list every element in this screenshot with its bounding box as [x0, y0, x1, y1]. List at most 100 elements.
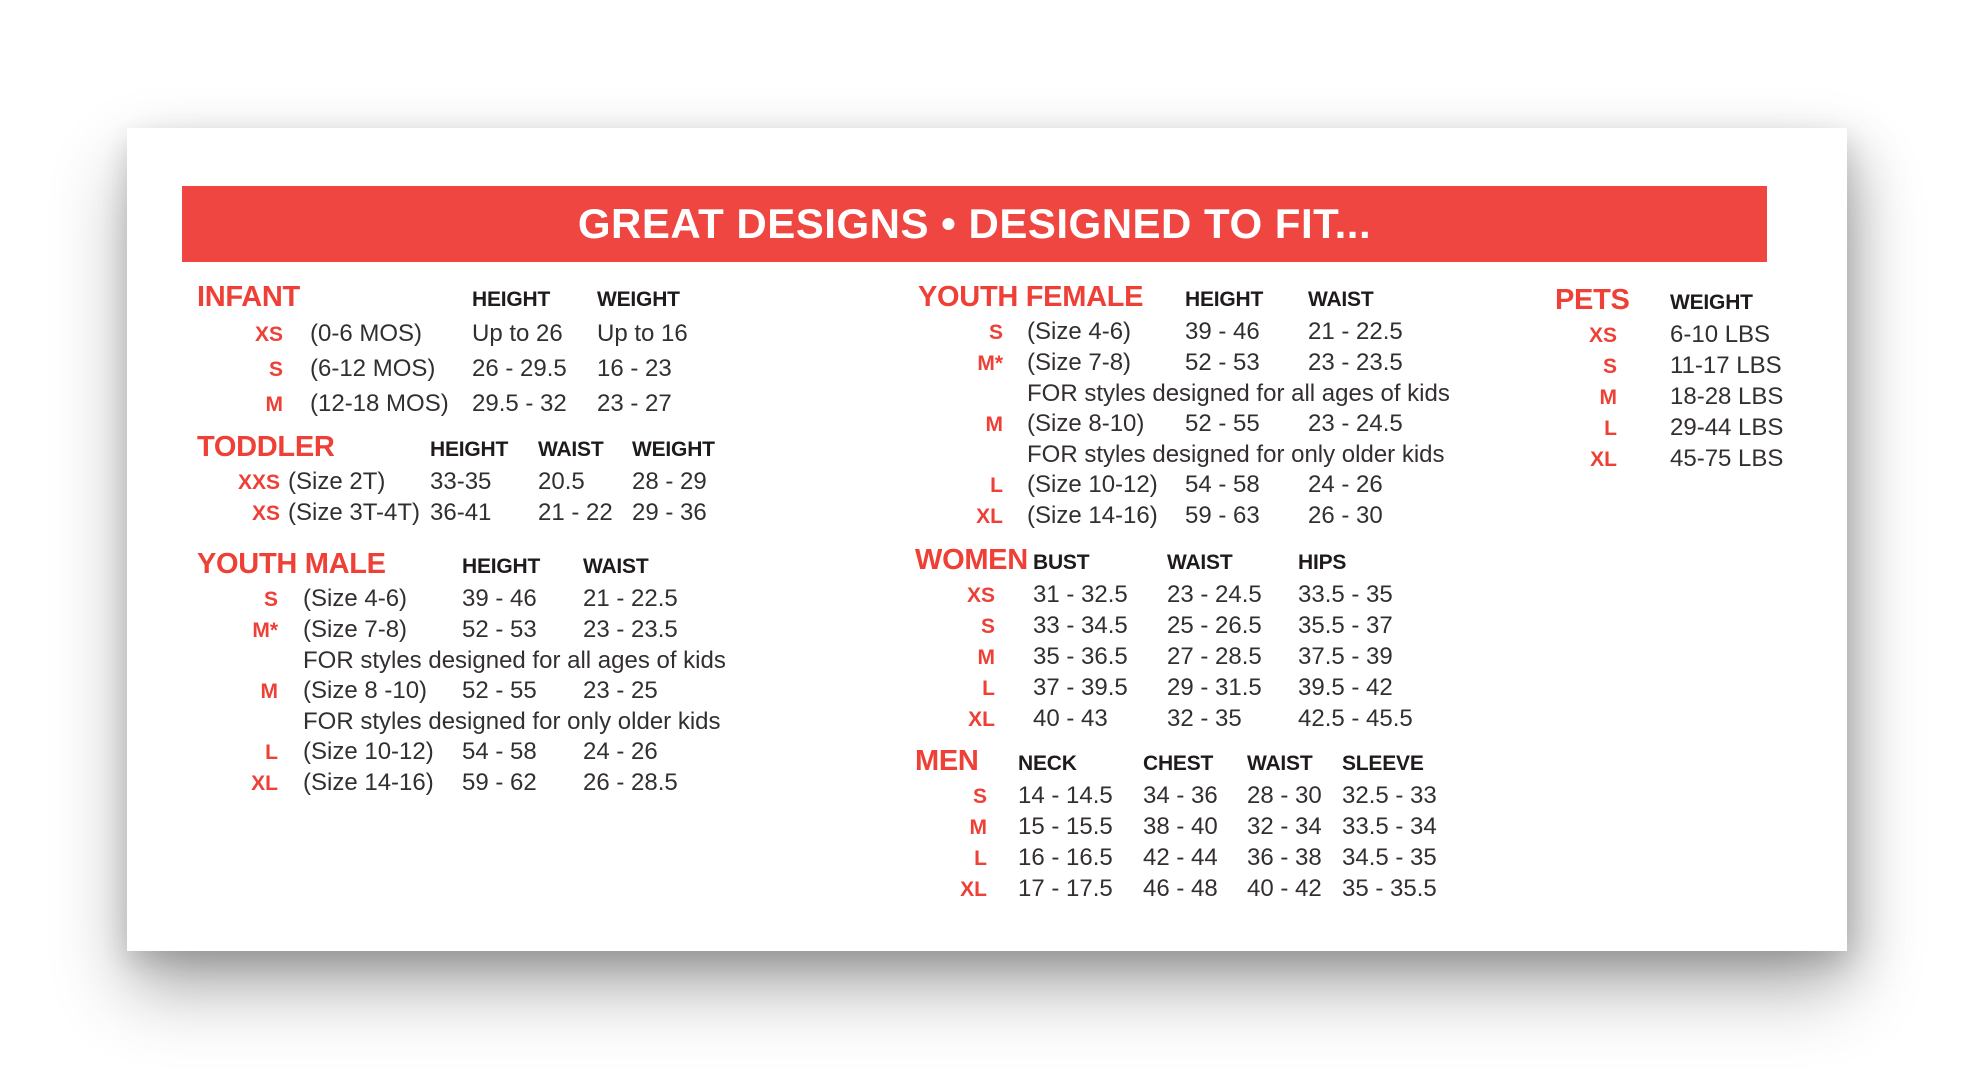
column-header: WAIST	[583, 555, 649, 578]
table-row: FOR styles designed for only older kids	[918, 440, 1445, 470]
size-value: 54 - 58	[462, 738, 537, 765]
size-label: S	[988, 321, 1003, 344]
table-row: FOR styles designed for all ages of kids	[197, 646, 726, 676]
banner-title: GREAT DESIGNS • DESIGNED TO FIT...	[577, 200, 1372, 247]
section-header-row: PETS WEIGHT	[1555, 283, 1805, 320]
size-value: 15 - 15.5	[1018, 813, 1113, 840]
size-value: 36-41	[430, 499, 492, 526]
size-label: L	[990, 474, 1003, 497]
table-row: FOR styles designed for all ages of kids	[918, 379, 1450, 409]
column-header: HEIGHT	[430, 438, 509, 461]
size-value: 35.5 - 37	[1298, 612, 1393, 639]
size-value: 20.5	[538, 468, 585, 495]
size-value: 16 - 23	[597, 355, 672, 382]
section-youth-male: YOUTH MALE HEIGHT WAIST S (Size 4-6) 39 - 46 2…	[197, 547, 726, 799]
note-text: FOR styles designed for only older kids	[303, 708, 721, 735]
size-desc: (Size 14-16)	[1027, 502, 1158, 529]
size-value: 17 - 17.5	[1018, 875, 1113, 902]
table-row: XXS (Size 2T) 33-35 20.5 28 - 29	[197, 467, 742, 498]
title-banner: GREAT DESIGNS • DESIGNED TO FIT...	[182, 186, 1767, 262]
table-row: S 14 - 14.5 34 - 36 28 - 30 32.5 - 33	[915, 781, 1475, 812]
size-chart-card: GREAT DESIGNS • DESIGNED TO FIT... INFAN…	[127, 128, 1847, 951]
size-value: 40 - 43	[1033, 705, 1108, 732]
size-desc: (Size 7-8)	[303, 616, 408, 643]
table-row: M (Size 8-10) 52 - 55 23 - 24.5	[918, 409, 1428, 440]
size-value: 14 - 14.5	[1018, 782, 1113, 809]
size-value: 46 - 48	[1143, 875, 1218, 902]
column-header: WEIGHT	[597, 288, 680, 311]
size-value: 39 - 46	[1185, 318, 1260, 345]
size-value: 32 - 34	[1247, 813, 1322, 840]
column-header: BUST	[1033, 551, 1090, 574]
size-value: 33-35	[430, 468, 492, 495]
section-title: MEN	[915, 745, 979, 777]
section-infant: INFANT HEIGHT WEIGHT XS (0-6 MOS) Up to 26 Up …	[197, 280, 717, 422]
size-value: 29-44 LBS	[1670, 414, 1784, 441]
size-value: 31 - 32.5	[1033, 581, 1128, 608]
size-value: 52 - 53	[1185, 349, 1260, 376]
size-value: 39 - 46	[462, 585, 537, 612]
size-label: S	[268, 358, 283, 381]
size-value: 24 - 26	[583, 738, 658, 765]
column-header: WEIGHT	[1670, 291, 1753, 314]
table-row: L 16 - 16.5 42 - 44 36 - 38 34.5 - 35	[915, 843, 1475, 874]
size-label: XS	[251, 502, 280, 525]
size-value: 28 - 30	[1247, 782, 1322, 809]
size-label: L	[982, 677, 995, 700]
size-label: XL	[976, 505, 1003, 528]
size-label: M*	[977, 352, 1003, 375]
size-desc: (6-12 MOS)	[310, 355, 436, 382]
size-value: 59 - 63	[1185, 502, 1260, 529]
column-header: CHEST	[1143, 752, 1214, 775]
size-value: 29.5 - 32	[472, 390, 567, 417]
size-value: 18-28 LBS	[1670, 383, 1784, 410]
section-header-row: INFANT HEIGHT WEIGHT	[197, 280, 717, 317]
size-value: 26 - 30	[1308, 502, 1383, 529]
table-row: XL (Size 14-16) 59 - 62 26 - 28.5	[197, 768, 707, 799]
size-value: 52 - 55	[462, 677, 537, 704]
size-label: XS	[254, 323, 283, 346]
table-row: FOR styles designed for only older kids	[197, 707, 721, 737]
size-value: Up to 26	[472, 320, 563, 347]
size-value: 52 - 53	[462, 616, 537, 643]
size-value: 34.5 - 35	[1342, 844, 1437, 871]
size-label: M	[265, 393, 284, 416]
size-label: XL	[1590, 448, 1617, 471]
table-row: M (12-18 MOS) 29.5 - 32 23 - 27	[197, 387, 717, 422]
column-header: WAIST	[538, 438, 604, 461]
size-label: XL	[968, 708, 995, 731]
note-text: FOR styles designed for only older kids	[1027, 441, 1445, 468]
table-row: L 37 - 39.5 29 - 31.5 39.5 - 42	[915, 673, 1435, 704]
size-value: 32.5 - 33	[1342, 782, 1437, 809]
size-desc: (Size 14-16)	[303, 769, 434, 796]
section-header-row: WOMEN BUST WAIST HIPS	[915, 543, 1435, 580]
size-value: 37.5 - 39	[1298, 643, 1393, 670]
column-header: WAIST	[1167, 551, 1233, 574]
size-desc: (Size 8-10)	[1027, 410, 1145, 437]
size-value: 27 - 28.5	[1167, 643, 1262, 670]
size-value: 45-75 LBS	[1670, 445, 1784, 472]
size-value: 32 - 35	[1167, 705, 1242, 732]
table-row: M 35 - 36.5 27 - 28.5 37.5 - 39	[915, 642, 1435, 673]
section-title: TODDLER	[197, 431, 335, 463]
size-value: 29 - 36	[632, 499, 707, 526]
table-row: XS 6-10 LBS	[1555, 320, 1805, 351]
table-row: M (Size 8 -10) 52 - 55 23 - 25	[197, 676, 707, 707]
size-value: 40 - 42	[1247, 875, 1322, 902]
size-label: S	[980, 615, 995, 638]
section-toddler: TODDLER HEIGHT WAIST WEIGHT XXS (Size 2T) 33-3…	[197, 430, 742, 529]
section-pets: PETS WEIGHT XS 6-10 LBS S 11-17 LBS M 18-28 LBS…	[1555, 283, 1805, 475]
size-value: 21 - 22	[538, 499, 613, 526]
size-desc: (12-18 MOS)	[310, 390, 449, 417]
section-women: WOMEN BUST WAIST HIPS XS 31 - 32.5 23 - 24.5 33…	[915, 543, 1435, 735]
section-header-row: TODDLER HEIGHT WAIST WEIGHT	[197, 430, 742, 467]
section-title: YOUTH MALE	[197, 548, 386, 580]
table-row: S 11-17 LBS	[1555, 351, 1805, 382]
size-label: XXS	[237, 471, 280, 494]
size-desc: (Size 8 -10)	[303, 677, 428, 704]
size-value: 26 - 28.5	[583, 769, 678, 796]
size-label: M	[969, 816, 988, 839]
size-value: 23 - 27	[597, 390, 672, 417]
table-row: XL (Size 14-16) 59 - 63 26 - 30	[918, 501, 1428, 532]
size-value: 33.5 - 34	[1342, 813, 1437, 840]
